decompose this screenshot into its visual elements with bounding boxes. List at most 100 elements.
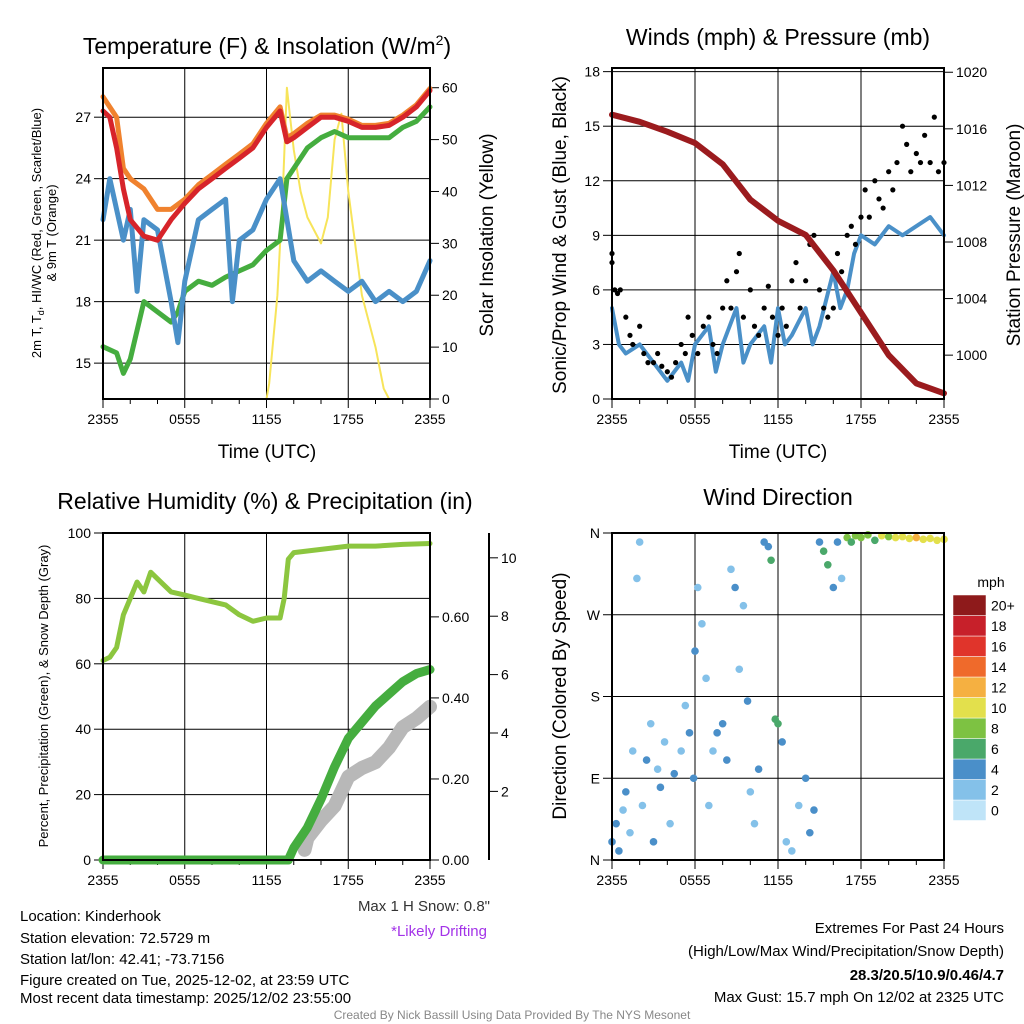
wind-y-tick-label: 9: [592, 227, 600, 243]
humidity-panel: Relative Humidity (%) & Precipitation (i…: [36, 488, 517, 940]
winds-title: Winds (mph) & Pressure (mb): [626, 24, 930, 50]
extremes-values: 28.3/20.5/10.9/0.46/4.7: [850, 967, 1004, 984]
direction-point: [750, 819, 759, 828]
gust-point: [894, 159, 900, 166]
gust-point: [747, 287, 753, 293]
x-tick-label: 1755: [333, 872, 364, 888]
precipitation-line: [98, 665, 435, 865]
direction-point: [635, 538, 644, 546]
x-tick-label: 2355: [596, 872, 627, 888]
station-info: Location: Kinderhook Station elevation: …: [20, 908, 351, 1007]
temperature-xlabel: Time (UTC): [218, 442, 317, 463]
credit-text: Created By Nick Bassill Using Data Provi…: [334, 1008, 691, 1022]
direction-point: [713, 729, 721, 737]
gust-point: [637, 323, 643, 329]
x-tick-label: 2355: [596, 411, 627, 427]
direction-point: [622, 788, 630, 796]
colorbar-swatch: [952, 799, 987, 821]
direction-point: [638, 801, 647, 810]
x-tick-label: 1755: [845, 872, 876, 888]
drifting-note: *Likely Drifting: [391, 923, 487, 940]
direction-point: [778, 738, 786, 746]
direction-point: [653, 765, 662, 773]
temperature-y-tick-label: 21: [75, 232, 91, 248]
colorbar-label: 12: [991, 679, 1007, 695]
direction-point: [871, 536, 879, 545]
colorbar-label: 16: [991, 638, 1007, 654]
legend-title: mph: [977, 574, 1004, 590]
x-tick-label: 2355: [87, 411, 118, 427]
direction-point: [824, 560, 832, 569]
speed-colorbar: 0 2 4 6 8 10 12 14 16 18 20+: [952, 594, 1015, 821]
humidity-title: Relative Humidity (%) & Precipitation (i…: [57, 488, 472, 514]
gust-point: [706, 314, 712, 320]
wind-direction-panel: Wind Direction 2355 0555 1155 1755 2355 N E S W N…: [550, 484, 1015, 888]
gust-point: [793, 259, 799, 266]
direction-point: [898, 532, 907, 541]
x-tick-label: 1155: [763, 872, 793, 888]
colorbar-swatch: [952, 779, 987, 801]
pressure-y-tick-label: 1012: [956, 177, 987, 193]
gust-point: [858, 214, 864, 220]
direction-point: [633, 574, 641, 583]
winds-xlabel: Time (UTC): [729, 442, 828, 463]
colorbar-swatch: [952, 656, 987, 678]
gust-point: [830, 305, 836, 311]
direction-point: [919, 535, 928, 544]
x-tick-label: 2355: [928, 411, 959, 427]
insolation-y-tick-label: 20: [442, 287, 458, 303]
x-tick-label: 0555: [679, 872, 710, 888]
colorbar-swatch: [952, 758, 987, 780]
colorbar-swatch: [952, 635, 987, 657]
colorbar-label: 2: [991, 782, 999, 798]
gust-point: [627, 332, 633, 338]
insolation-y-tick-label: 30: [442, 235, 458, 251]
gust-point: [641, 350, 647, 357]
direction-point: [891, 533, 900, 542]
gust-point: [789, 278, 795, 284]
direction-point: [933, 536, 941, 545]
wind-y-tick-label: 18: [584, 64, 600, 80]
gust-point: [890, 187, 896, 193]
direction-point: [829, 583, 838, 592]
wind-chill-line: [100, 176, 433, 346]
temperature-y-tick-label: 15: [75, 355, 91, 371]
direction-point: [646, 719, 655, 728]
gust-point: [862, 187, 868, 193]
direction-y-tick-label: W: [587, 607, 601, 623]
precip-y-tick-label: 0.60: [442, 609, 469, 625]
gust-point: [645, 360, 651, 366]
x-tick-label: 0555: [169, 411, 200, 427]
wind-y-tick-label: 3: [592, 336, 600, 352]
colorbar-swatch: [952, 697, 987, 719]
direction-point: [739, 601, 748, 610]
direction-point: [685, 729, 694, 737]
gust-point: [761, 305, 767, 311]
gust-point: [614, 290, 621, 297]
direction-point: [660, 738, 669, 746]
direction-point: [735, 665, 744, 674]
x-tick-label: 2355: [414, 411, 445, 427]
winds-ylabel: Sonic/Prop Wind & Gust (Blue, Black): [550, 76, 571, 394]
gust-point: [797, 305, 803, 311]
direction-point: [794, 801, 803, 810]
x-tick-label: 1155: [251, 872, 281, 888]
direction-point: [847, 538, 856, 546]
colorbar-swatch: [952, 615, 987, 637]
colorbar-label: 20+: [991, 597, 1015, 613]
direction-point: [626, 828, 634, 837]
direction-point: [705, 801, 713, 810]
precip-y-tick-label: 0.00: [442, 852, 469, 868]
precip-y-tick-label: 0.20: [442, 771, 469, 787]
gust-point: [852, 241, 859, 248]
x-tick-label: 1755: [333, 411, 364, 427]
gust-point: [872, 178, 878, 184]
direction-point: [743, 697, 752, 705]
pressure-y-tick-label: 1020: [956, 64, 987, 80]
gust-point: [935, 169, 942, 175]
direction-y-tick-label: S: [591, 689, 600, 705]
direction-point: [754, 765, 763, 773]
gust-point: [821, 305, 827, 311]
gust-point: [720, 305, 726, 311]
temperature-panel: Temperature (F) & Insolation (W/m2) 2355…: [29, 32, 498, 463]
